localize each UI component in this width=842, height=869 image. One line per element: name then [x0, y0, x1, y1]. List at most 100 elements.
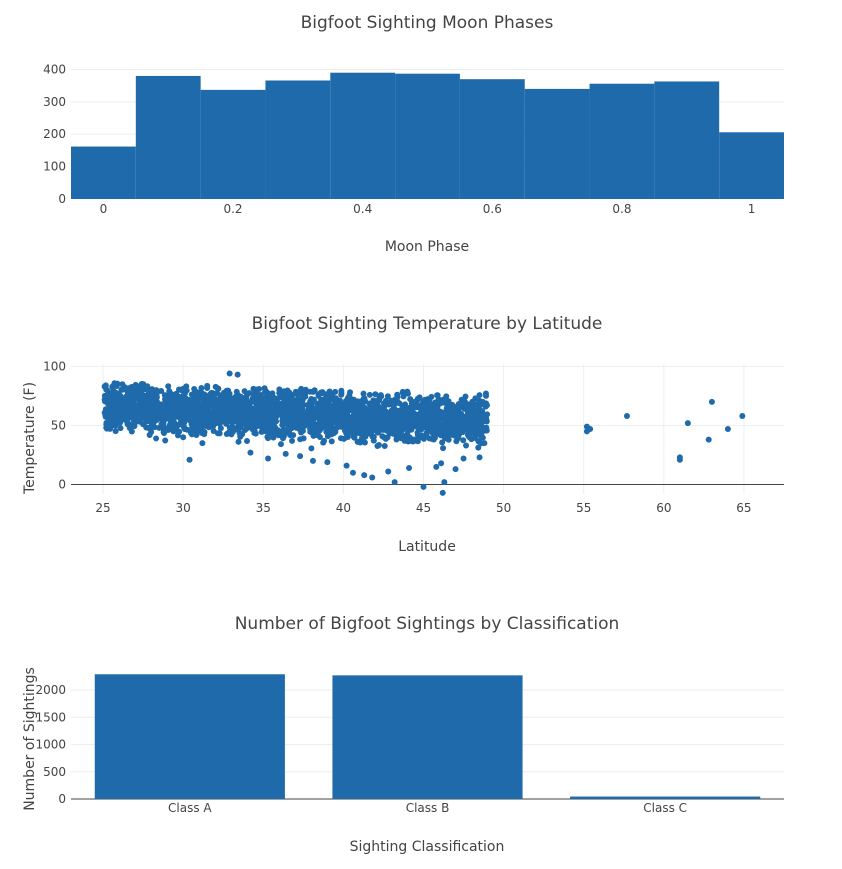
x-tick-label: 0: [100, 202, 108, 216]
histogram-bar: [395, 73, 460, 199]
scatter-point: [347, 389, 354, 396]
scatter-point: [361, 472, 368, 479]
scatter-point: [360, 390, 367, 397]
scatter-point: [266, 396, 273, 403]
scatter-point: [476, 414, 483, 421]
x-tick-label: 60: [656, 501, 671, 515]
y-tick-label: 2000: [35, 683, 66, 697]
scatter-point: [258, 428, 265, 435]
scatter-point: [222, 416, 229, 423]
scatter-point: [201, 391, 208, 398]
scatter-point: [338, 391, 345, 398]
scatter-point: [101, 383, 108, 390]
scatter-point: [369, 474, 376, 481]
scatter-point: [210, 394, 217, 401]
scatter-point: [247, 449, 254, 456]
scatter-point: [395, 433, 402, 440]
classification-tick-labels: 0 500 1000 1500 2000 Class A Class B Class C: [35, 683, 687, 815]
histogram-bar: [459, 79, 525, 199]
scatter-point: [156, 424, 163, 431]
y-tick-label: 400: [43, 62, 66, 76]
scatter-point: [285, 420, 292, 427]
scatter-point: [297, 453, 304, 460]
scatter-point: [443, 393, 450, 400]
scatter-point: [196, 426, 203, 433]
scatter-point: [329, 413, 336, 420]
y-tick-label: 0: [58, 792, 66, 806]
scatter-point: [428, 435, 435, 442]
scatter-point: [114, 390, 121, 397]
scatter-point: [420, 483, 427, 490]
scatter-point: [336, 412, 343, 419]
scatter-point: [269, 390, 276, 397]
scatter-point: [358, 413, 365, 420]
scatter-point: [474, 409, 481, 416]
scatter-point: [257, 416, 264, 423]
scatter-point: [433, 431, 440, 438]
scatter-point: [367, 431, 374, 438]
scatter-point: [324, 433, 331, 440]
scatter-point: [236, 420, 243, 427]
x-tick-label: 45: [416, 501, 431, 515]
y-tick-label: 100: [43, 160, 66, 174]
scatter-point: [299, 396, 306, 403]
scatter-point: [360, 425, 367, 432]
scatter-point: [389, 430, 396, 437]
scatter-point: [250, 407, 257, 414]
classification-x-axis-title: Sighting Classification: [350, 839, 505, 855]
y-tick-label: 1500: [35, 710, 66, 724]
scatter-point: [153, 435, 160, 442]
scatter-point: [122, 416, 129, 423]
scatter-point: [148, 408, 155, 415]
scatter-point: [476, 424, 483, 431]
scatter-point: [435, 411, 442, 418]
scatter-point: [398, 425, 405, 432]
scatter-point: [327, 395, 334, 402]
scatter-point: [206, 417, 213, 424]
scatter-point: [313, 431, 320, 438]
scatter-point: [199, 440, 206, 447]
scatter-point: [188, 431, 195, 438]
scatter-point: [440, 445, 447, 452]
scatter-point: [384, 393, 391, 400]
scatter-point: [136, 386, 143, 393]
scatter-point: [256, 410, 263, 417]
histogram-bar: [71, 146, 136, 199]
scatter-point: [112, 428, 119, 435]
scatter-point: [382, 397, 389, 404]
scatter-point: [276, 402, 283, 409]
classification-y-axis-title: Number of Sightings: [22, 667, 38, 811]
scatter-point: [301, 388, 308, 395]
x-tick-label: 25: [95, 501, 110, 515]
category-label: Class A: [168, 801, 212, 815]
scatter-point: [341, 435, 348, 442]
scatter-point: [323, 391, 330, 398]
scatter-point: [385, 468, 392, 475]
scatter-point: [285, 414, 292, 421]
scatter-point: [112, 422, 119, 429]
scatter-point: [191, 407, 198, 414]
scatter-point: [130, 416, 137, 423]
scatter-point: [323, 412, 330, 419]
scatter-point: [349, 427, 356, 434]
scatter-point: [142, 409, 149, 416]
scatter-x-axis-title: Latitude: [398, 539, 456, 555]
scatter-point: [461, 398, 468, 405]
scatter-point: [130, 383, 137, 390]
scatter-point: [140, 421, 147, 428]
scatter-point: [405, 408, 412, 415]
scatter-point: [117, 425, 124, 432]
scatter-point: [264, 406, 271, 413]
scatter-point: [310, 416, 317, 423]
scatter-point: [324, 459, 331, 466]
scatter-point: [394, 394, 401, 401]
scatter-point: [434, 422, 441, 429]
scatter-point: [116, 419, 123, 426]
scatter-chart-title: Bigfoot Sighting Temperature by Latitude: [252, 314, 603, 334]
scatter-point: [343, 462, 350, 469]
scatter-point: [460, 416, 467, 423]
scatter-points: [101, 370, 746, 496]
scatter-point: [279, 422, 286, 429]
scatter-point: [412, 399, 419, 406]
scatter-point: [291, 418, 298, 425]
